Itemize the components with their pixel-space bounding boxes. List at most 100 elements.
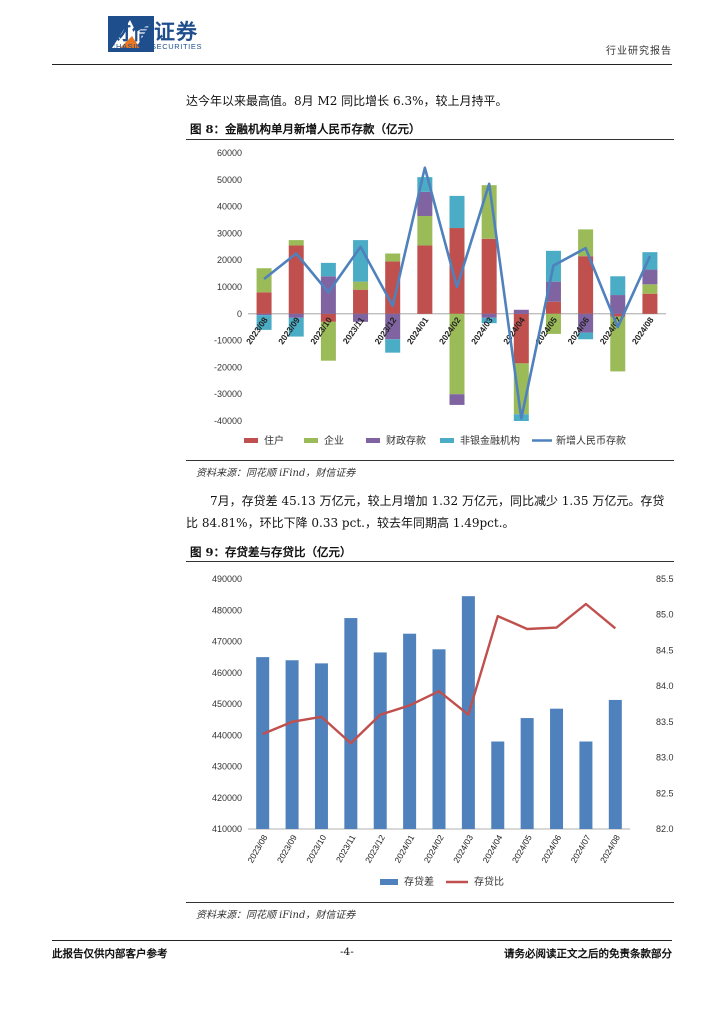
series-line — [262, 602, 617, 745]
legend-label: 存贷差 — [404, 875, 434, 888]
bar-segment — [610, 313, 626, 317]
bar-segment — [578, 332, 594, 340]
y2-tick-label: 83.5 — [656, 717, 674, 727]
x-tick-label: 2024/03 — [451, 833, 475, 865]
bar — [550, 708, 564, 829]
y-tick-label: 50000 — [217, 175, 242, 185]
x-tick-label: 2024/05 — [510, 833, 534, 865]
bar-segment — [417, 215, 433, 246]
y2-tick-label: 84.0 — [656, 681, 674, 691]
bar — [256, 657, 270, 829]
bar — [491, 741, 505, 829]
bar-segment — [513, 313, 529, 364]
bar-segment — [642, 269, 658, 285]
y-tick-label: 20000 — [217, 255, 242, 265]
bar — [579, 741, 593, 829]
x-tick-label: 2024/07 — [569, 833, 593, 865]
bar — [432, 649, 446, 829]
y2-tick-label: 82.0 — [656, 824, 674, 834]
figure-divider — [186, 460, 674, 461]
bar — [344, 618, 358, 829]
y-tick-label: 420000 — [212, 793, 242, 803]
y-tick-label: 470000 — [212, 637, 242, 647]
bar-segment — [320, 276, 336, 314]
company-name-en: CHASING SECURITIES — [110, 42, 203, 51]
legend-swatch — [304, 438, 318, 443]
x-tick-label: 2023/09 — [275, 833, 299, 865]
bar-segment — [385, 253, 401, 262]
bar-segment — [320, 321, 336, 361]
legend-label: 存贷比 — [474, 875, 504, 888]
x-tick-label: 2024/08 — [630, 315, 656, 346]
legend-label: 企业 — [324, 434, 344, 447]
x-tick-label: 2024/02 — [422, 833, 446, 865]
y2-tick-label: 85.5 — [656, 574, 674, 584]
bar — [314, 663, 328, 829]
y-tick-label: 30000 — [217, 228, 242, 238]
y-tick-label: 450000 — [212, 699, 242, 709]
bar-segment — [642, 293, 658, 314]
bar-segment — [288, 245, 304, 314]
figure-divider — [186, 561, 674, 562]
legend-label: 非银金融机构 — [460, 434, 520, 447]
x-tick-label: 2023/10 — [304, 833, 328, 865]
legend-swatch — [440, 438, 454, 443]
bar-segment — [353, 289, 369, 314]
figure-divider — [186, 139, 674, 140]
legend-swatch — [244, 438, 258, 443]
company-logo-icon — [108, 16, 154, 52]
bar-segment — [610, 316, 626, 372]
bar-segment — [578, 256, 594, 314]
bar — [608, 699, 622, 829]
y-tick-label: 410000 — [212, 824, 242, 834]
bar-segment — [256, 313, 272, 316]
bar — [285, 660, 299, 829]
y-tick-label: 460000 — [212, 668, 242, 678]
bar-segment — [545, 313, 561, 334]
y2-tick-label: 83.0 — [656, 753, 674, 763]
x-tick-label: 2024/08 — [598, 833, 622, 865]
bar-segment — [385, 313, 401, 340]
legend-label: 新增人民币存款 — [556, 434, 626, 447]
x-tick-label: 2023/12 — [363, 833, 387, 865]
company-name-cn: 财信证券 — [110, 20, 198, 44]
y-tick-label: 10000 — [217, 282, 242, 292]
deposit-increment-chart: 60000 50000 40000 30000 20000 10000 0 -10000 -20… — [214, 148, 666, 447]
legend-swatch — [380, 879, 398, 885]
bar-segment — [353, 281, 369, 290]
bar-segment — [256, 292, 272, 314]
bar-segment — [288, 240, 304, 246]
bar-segment — [610, 295, 626, 314]
y-tick-label: 490000 — [212, 574, 242, 584]
y-tick-label: 440000 — [212, 730, 242, 740]
y-tick-label: -20000 — [214, 362, 242, 372]
legend-swatch — [366, 438, 380, 443]
bar-segment — [449, 313, 465, 395]
loan-deposit-chart: 490000 480000 470000 460000 450000 440000 4300… — [212, 574, 674, 888]
bar-segment — [288, 317, 304, 337]
bar-segment — [513, 309, 529, 314]
page-number: -4- — [340, 946, 354, 958]
bar-segment — [385, 339, 401, 353]
report-type-label: 行业研究报告 — [606, 46, 672, 57]
bar-segment — [481, 313, 497, 318]
footer-divider — [52, 940, 672, 941]
y-tick-label: 60000 — [217, 148, 242, 158]
bar-segment — [481, 317, 497, 324]
bar-segment — [449, 394, 465, 405]
bar-segment — [256, 268, 272, 293]
body-paragraph: 7月，存贷差 45.13 万亿元，较上月增加 1.32 万亿元，同比减少 1.3… — [186, 494, 665, 530]
bar-segment — [449, 228, 465, 314]
figure-9-source: 资料来源：同花顺 iFind，财信证券 — [196, 910, 356, 921]
body-paragraph: 达今年以来最高值。8月 M2 同比增长 6.3%，较上月持平。 — [186, 94, 508, 108]
bar-segment — [288, 313, 304, 318]
bar-segment — [545, 301, 561, 314]
bar — [373, 652, 387, 829]
bar-segment — [256, 315, 272, 330]
figure-8-title: 图 8：金融机构单月新增人民币存款（亿元） — [190, 122, 421, 136]
x-tick-label: 2024/01 — [405, 315, 431, 346]
footer-disclaimer: 此报告仅供内部客户参考 — [52, 948, 168, 960]
series-line — [263, 166, 652, 420]
bar-segment — [481, 238, 497, 314]
header-divider — [52, 64, 672, 65]
